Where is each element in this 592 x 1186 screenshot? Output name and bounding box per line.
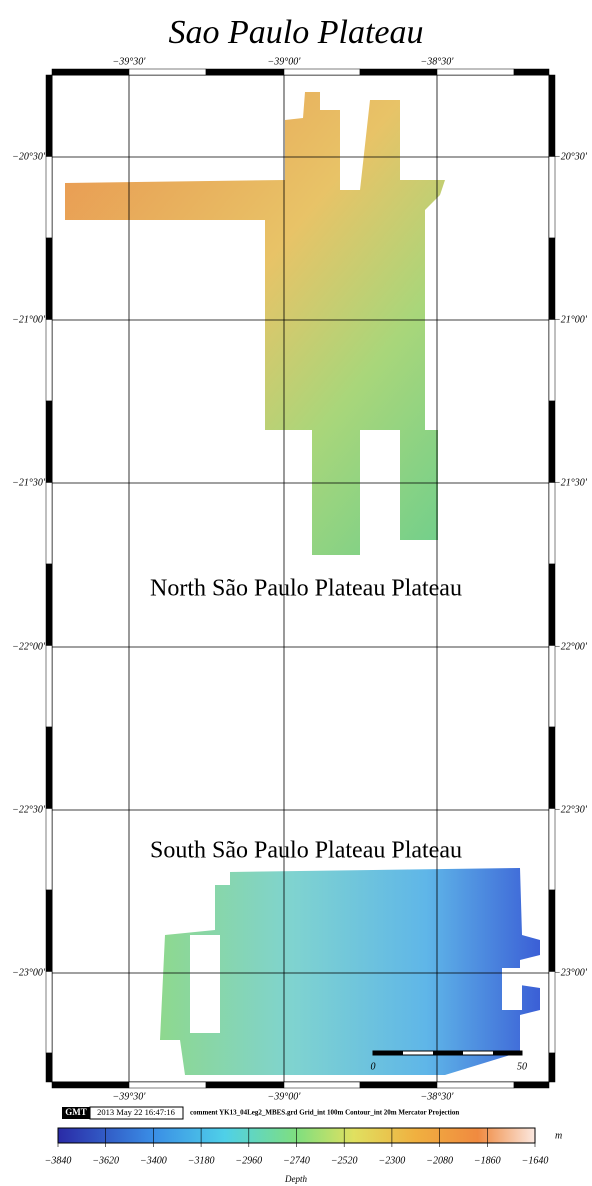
frame-band [46, 727, 52, 809]
scale-bar-bar [433, 1051, 463, 1055]
frame-band [437, 69, 514, 75]
frame-band [284, 1082, 360, 1088]
colorbar-tick-label: −2960 [235, 1155, 262, 1166]
colorbar-label: Depth [284, 1174, 307, 1184]
survey-gap [190, 935, 220, 1033]
x-tick-label: −39°00' [268, 56, 302, 67]
colorbar-tick-label: −1640 [522, 1155, 549, 1166]
frame-band [549, 646, 555, 728]
y-tick-label: −21°00' [554, 314, 588, 325]
stamp-time: 2013 May 22 16:47:16 [97, 1107, 175, 1117]
colorbar-tick-label: −2080 [426, 1155, 453, 1166]
frame-band [46, 320, 52, 402]
frame-band [549, 238, 555, 320]
frame-band [52, 69, 129, 75]
colorbar-unit: m [555, 1130, 562, 1141]
frame-band [46, 646, 52, 728]
frame-band [129, 69, 206, 75]
frame-band [549, 1053, 555, 1082]
y-tick-label: −23°00' [12, 967, 46, 978]
frame-band [549, 401, 555, 483]
frame-band [129, 1082, 206, 1088]
stamp-logo: GMT [65, 1107, 87, 1117]
frame-band [206, 69, 284, 75]
frame-band [46, 1053, 52, 1082]
region-label: South São Paulo Plateau Plateau [150, 838, 462, 864]
frame-band [549, 157, 555, 239]
colorbar-tick-label: −2520 [331, 1155, 358, 1166]
x-tick-label: −38°30' [421, 1091, 455, 1102]
x-tick-label: −39°30' [113, 56, 147, 67]
y-tick-label: −23°00' [554, 967, 588, 978]
frame-band [549, 972, 555, 1054]
colorbar-tick-label: −1860 [474, 1155, 501, 1166]
frame-band [549, 75, 555, 157]
frame-band [549, 890, 555, 972]
y-tick-label: −22°30' [12, 804, 46, 815]
y-tick-label: −22°00' [12, 641, 46, 652]
north-survey [65, 92, 445, 555]
frame-band [206, 1082, 284, 1088]
frame-band [549, 483, 555, 565]
colorbar-tick-label: −2740 [283, 1155, 310, 1166]
colorbar-tick-label: −3180 [188, 1155, 215, 1166]
y-tick-label: −21°00' [12, 314, 46, 325]
scale-bar-bar [493, 1051, 522, 1055]
scale-label: 0 [371, 1061, 376, 1072]
y-tick-label: −21°30' [12, 477, 46, 488]
frame-band [514, 69, 549, 75]
frame-band [46, 157, 52, 239]
y-tick-label: −22°00' [554, 641, 588, 652]
frame-band [46, 564, 52, 646]
stamp-comment: comment YK13_04Leg2_MBES.grd Grid_int 10… [190, 1109, 459, 1117]
region-label: North São Paulo Plateau Plateau [150, 576, 462, 602]
y-tick-label: −22°30' [554, 804, 588, 815]
x-tick-label: −39°30' [113, 1091, 147, 1102]
frame-band [52, 1082, 129, 1088]
colorbar-tick-label: −2300 [379, 1155, 406, 1166]
frame-band [46, 401, 52, 483]
frame-band [549, 727, 555, 809]
frame-band [46, 972, 52, 1054]
frame-band [437, 1082, 514, 1088]
y-tick-label: −20°30' [554, 151, 588, 162]
frame-band [46, 238, 52, 320]
scale-label: 50 [517, 1061, 527, 1072]
frame-band [46, 483, 52, 565]
frame-band [360, 69, 437, 75]
y-tick-label: −20°30' [12, 151, 46, 162]
gmt-stamp: GMT 2013 May 22 16:47:16 comment YK13_04… [62, 1107, 459, 1119]
x-tick-label: −39°00' [268, 1091, 302, 1102]
colorbar-tick-label: −3400 [140, 1155, 167, 1166]
colorbar-tick-label: −3840 [45, 1155, 72, 1166]
frame-band [549, 320, 555, 402]
frame-band [46, 75, 52, 157]
scale-bar-bar [373, 1051, 403, 1055]
y-tick-label: −21°30' [554, 477, 588, 488]
frame-band [514, 1082, 549, 1088]
map-page: Sao Paulo Plateau −39°30' −39°00' −38°30' −… [0, 0, 592, 1186]
frame-band [284, 69, 360, 75]
survey-gap [502, 968, 522, 1010]
x-tick-label: −38°30' [421, 56, 455, 67]
frame-band [360, 1082, 437, 1088]
frame-band [549, 564, 555, 646]
frame-band [549, 809, 555, 891]
colorbar-tick-label: −3620 [92, 1155, 119, 1166]
map-title: Sao Paulo Plateau [169, 14, 424, 51]
frame-band [46, 890, 52, 972]
frame-band [46, 809, 52, 891]
